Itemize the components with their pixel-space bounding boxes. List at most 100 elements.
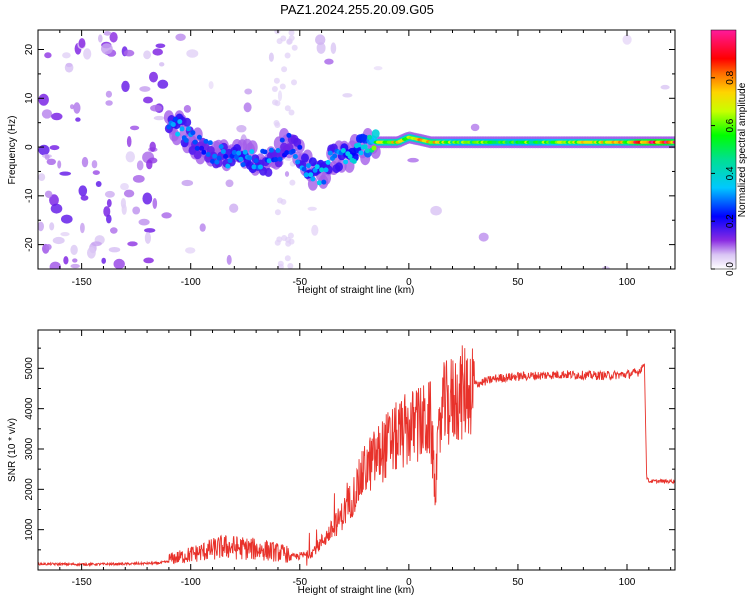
ridge-core <box>286 132 292 138</box>
noise-blob <box>183 105 191 113</box>
ridge-core <box>356 142 362 148</box>
noise-blob <box>273 77 280 84</box>
ridge-mid <box>183 117 192 127</box>
noise-blob <box>60 232 70 237</box>
noise-blob <box>315 34 326 45</box>
ridge-mid <box>293 137 302 147</box>
noise-blob <box>226 254 232 265</box>
noise-blob <box>149 71 158 83</box>
noise-blob <box>373 66 383 71</box>
ridge-core <box>325 159 331 165</box>
noise-blob <box>61 214 73 224</box>
colorbar-border <box>710 29 737 270</box>
noise-blob <box>273 120 280 126</box>
spectrogram-y-axis: -20 -10 0 10 20 <box>24 44 675 270</box>
noise-blob <box>44 190 53 198</box>
ridge-core <box>249 149 255 155</box>
noise-blob <box>127 241 138 247</box>
y-tick-label: -20 <box>24 237 35 252</box>
noise-blob <box>152 198 158 209</box>
ridge-core <box>262 149 268 155</box>
noise-blob <box>280 198 287 205</box>
noise-blob <box>407 157 419 163</box>
noise-blob <box>59 171 72 176</box>
noise-blob <box>91 241 102 247</box>
figure-title: PAZ1.2024.255.20.09.G05 <box>280 2 434 17</box>
noise-blob <box>430 205 442 216</box>
noise-blob <box>272 99 278 106</box>
noise-blob <box>287 263 294 269</box>
ridge-core <box>347 153 353 159</box>
snr-y-label: SNR (10 * v/v) <box>7 418 18 482</box>
ridge-mid <box>335 162 343 172</box>
ridge-core <box>199 145 205 151</box>
ridge-core <box>196 134 202 140</box>
ridge-core <box>183 137 189 143</box>
ridge-core <box>358 150 364 156</box>
noise-blob <box>125 151 135 163</box>
noise-blob <box>185 247 196 254</box>
noise-blob <box>274 239 281 246</box>
noise-blob <box>478 232 489 242</box>
noise-blob <box>622 34 632 45</box>
y-tick-label: 0 <box>24 144 35 150</box>
noise-blob <box>284 171 290 177</box>
spectrogram-x-axis: -150 -100 -50 0 50 100 <box>37 30 672 288</box>
noise-blob <box>142 192 153 205</box>
ridge-core <box>179 126 185 132</box>
ridge-core <box>319 167 325 173</box>
noise-blob <box>208 81 214 90</box>
noise-blob <box>144 228 156 233</box>
noise-blob <box>150 104 163 112</box>
x-tick-label: 0 <box>406 577 412 588</box>
colorbar-tick-label: 0.4 <box>725 166 736 180</box>
ridge-core <box>247 155 253 161</box>
ridge-core <box>306 163 311 169</box>
ridge-core <box>172 116 178 122</box>
ridge-core <box>301 166 307 172</box>
ridge-core <box>175 131 181 137</box>
noise-blob <box>91 160 98 169</box>
noise-blob <box>286 38 293 45</box>
spectrogram-image <box>38 30 675 269</box>
ridge-core <box>210 158 215 164</box>
snr-panel: -150 -100 -50 0 50 100 1000 2000 3000 4000 5000 H… <box>7 329 676 596</box>
colorbar-ticks: 0.00.20.40.60.8 <box>710 29 737 276</box>
noise-blob <box>316 42 326 54</box>
ridge-core <box>216 155 222 161</box>
ridge-core <box>275 148 281 153</box>
noise-blob <box>281 66 288 73</box>
noise-blob <box>104 190 115 198</box>
noise-blob <box>62 52 71 59</box>
noise-blob <box>284 105 291 112</box>
ridge-core <box>240 162 246 168</box>
ridge-core <box>310 176 316 182</box>
ridge-core <box>242 149 248 155</box>
noise-blob <box>123 49 135 57</box>
noise-blob <box>105 100 113 106</box>
noise-blob <box>307 206 317 211</box>
noise-blob <box>50 203 63 214</box>
ridge-core <box>295 159 301 165</box>
noise-blob <box>64 62 74 73</box>
noise-blob <box>330 42 337 54</box>
ridge-mid <box>193 150 202 160</box>
ridge-core <box>203 138 209 144</box>
ridge-core <box>177 119 183 125</box>
noise-blob <box>106 199 112 208</box>
ridge-core <box>225 163 231 169</box>
noise-blob <box>70 104 75 110</box>
ridge-core <box>323 167 329 173</box>
ridge-core <box>321 179 327 185</box>
noise-blob <box>243 102 252 113</box>
ridge-core <box>316 180 322 186</box>
noise-blob <box>144 232 151 244</box>
noise-blob <box>288 238 295 245</box>
noise-blob <box>236 125 247 133</box>
noise-blob <box>103 31 112 36</box>
noise-blob <box>277 90 283 102</box>
ridge-core <box>277 156 283 162</box>
ridge-core <box>371 145 377 151</box>
